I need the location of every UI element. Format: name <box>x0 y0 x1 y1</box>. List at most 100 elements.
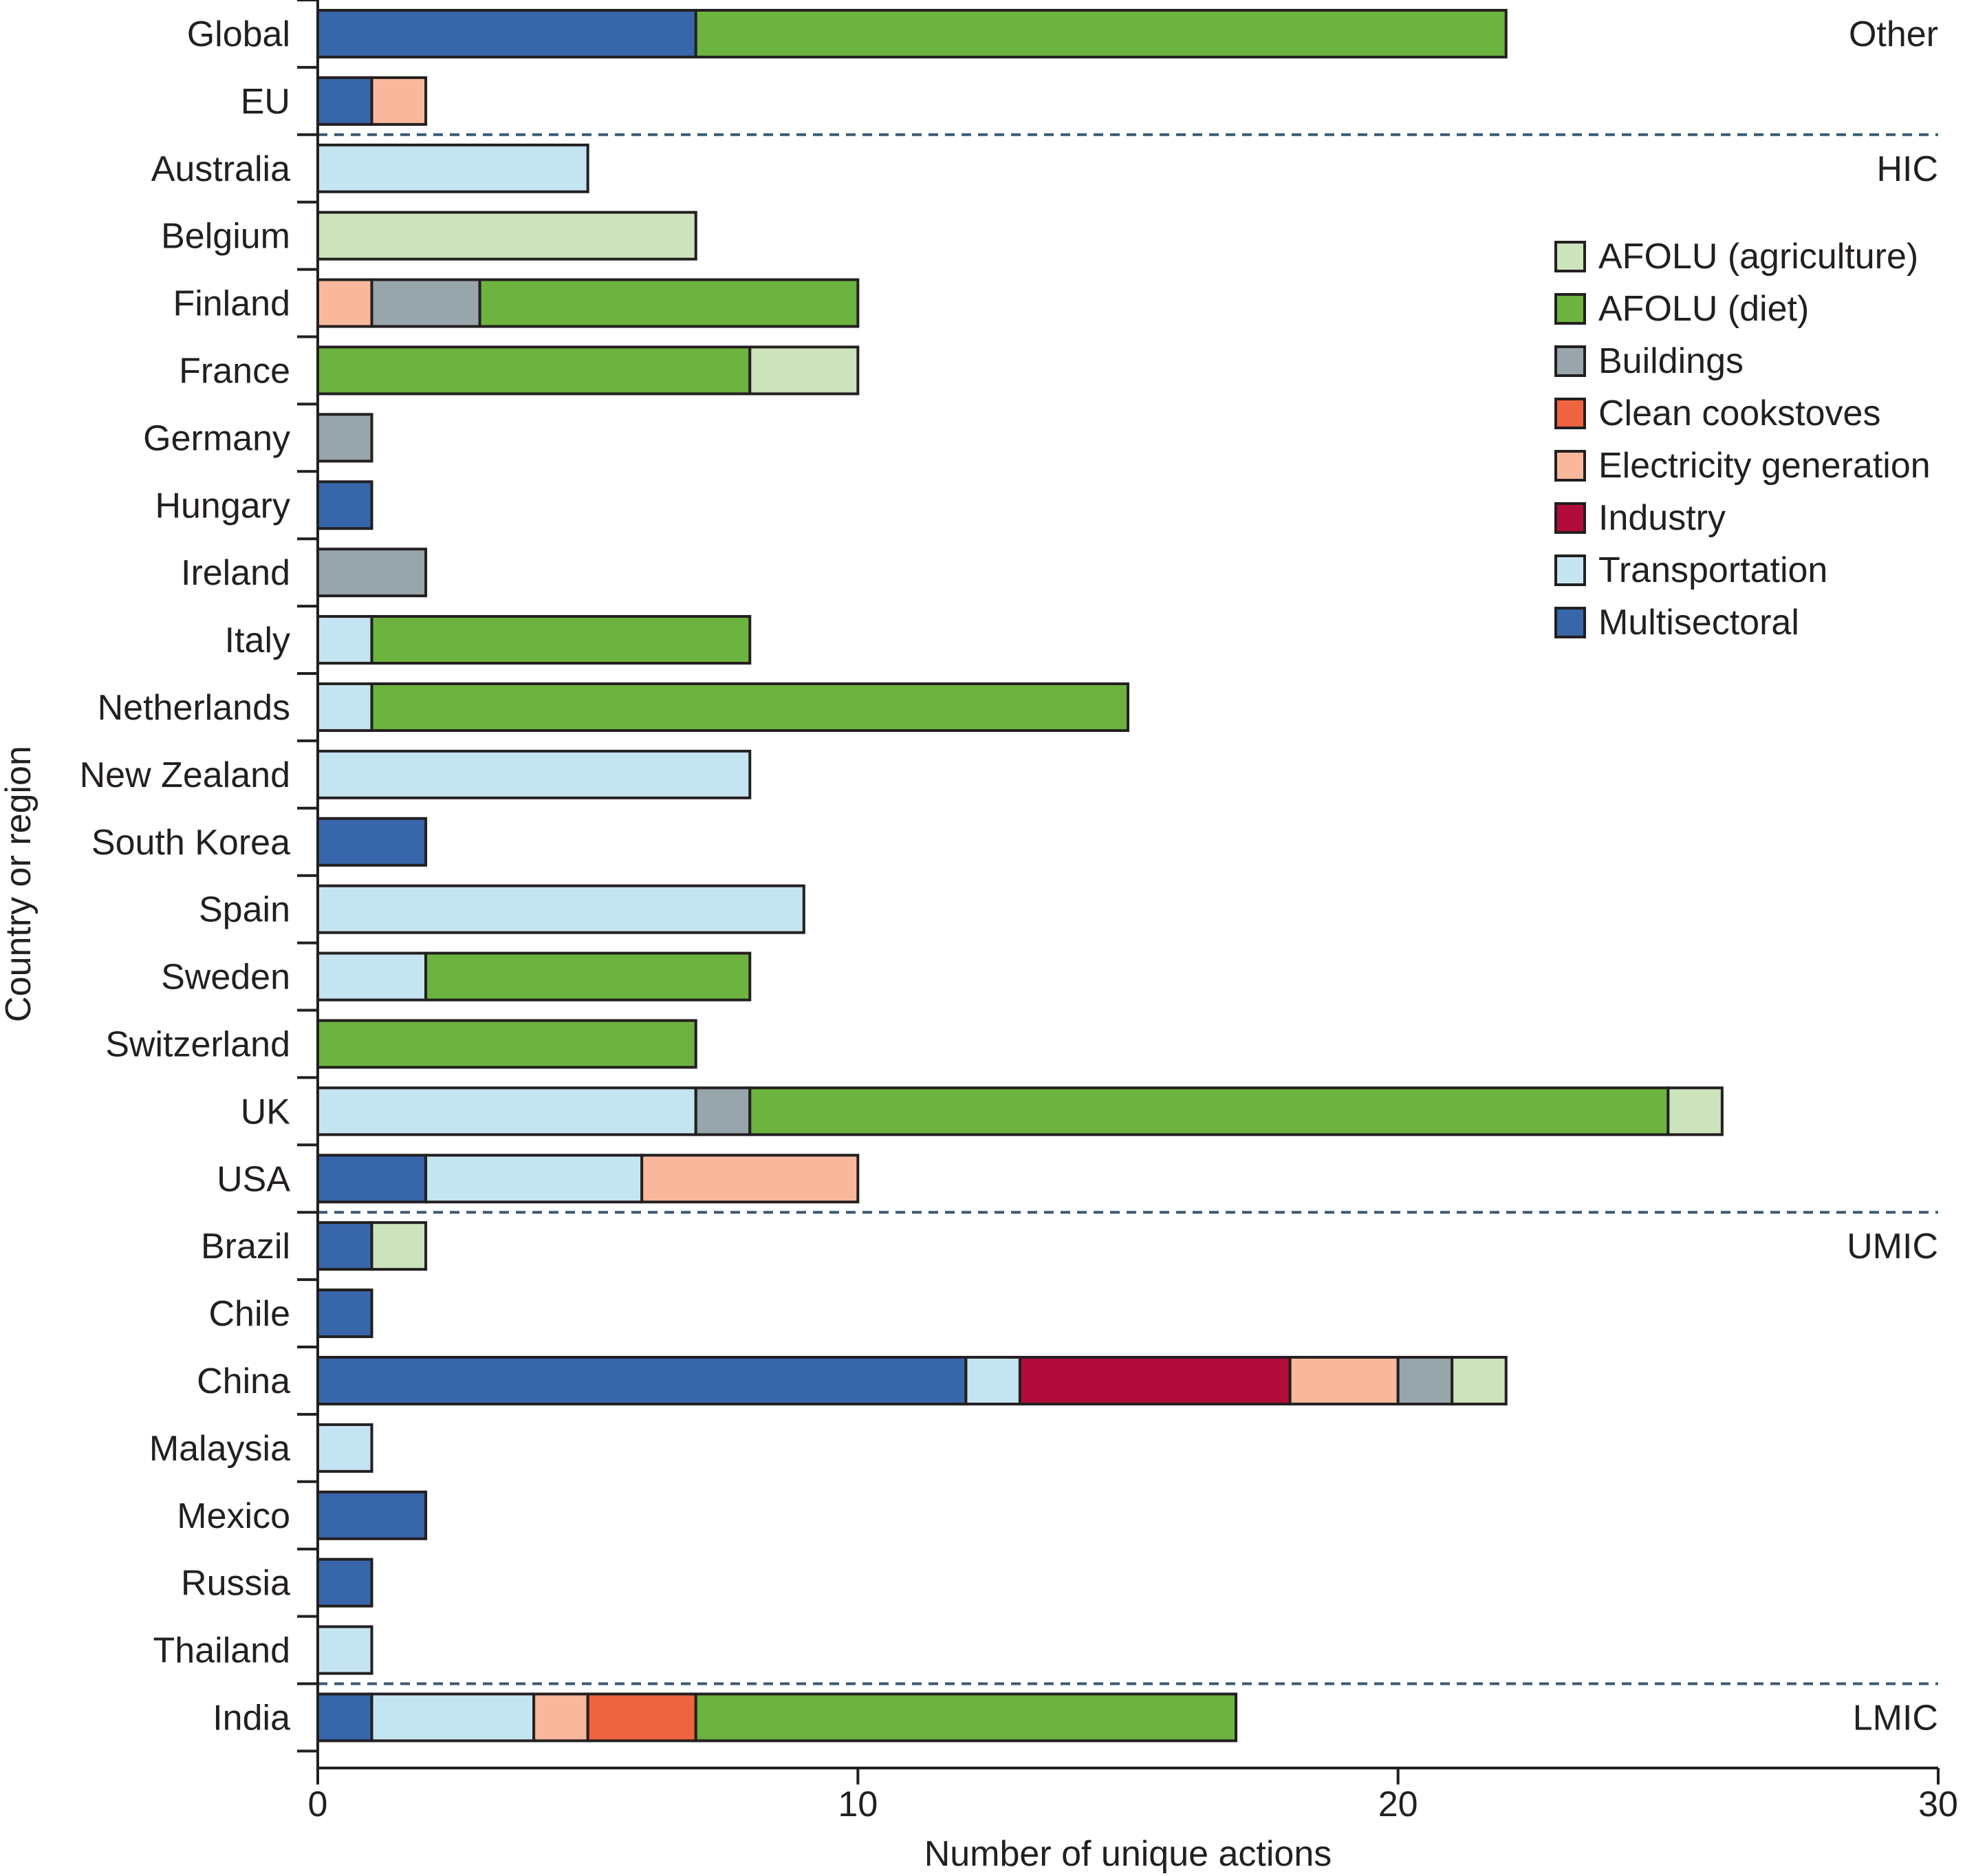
bar-finland <box>316 278 860 328</box>
bar-segment-india-cook <box>586 1692 697 1743</box>
legend-item-ind: Industry <box>1554 498 1726 538</box>
bar-chile <box>316 1289 373 1339</box>
y-tick-label: Global <box>187 14 290 54</box>
bar-segment-australia-trans <box>316 143 589 193</box>
bar-segment-india-multi <box>316 1692 373 1743</box>
bar-segment-china-agri <box>1451 1355 1508 1405</box>
bar-segment-eu-multi <box>316 76 373 126</box>
y-tick-label: Belgium <box>161 217 290 257</box>
bar-brazil <box>316 1221 428 1271</box>
bar-segment-finland-diet <box>478 278 860 328</box>
legend: AFOLU (agriculture) AFOLU (diet) Buildings… <box>1554 237 1931 643</box>
bar-segment-sweden-trans <box>316 951 428 1002</box>
legend-swatch <box>1554 502 1586 534</box>
bar-usa <box>316 1154 860 1204</box>
x-tick-label: 0 <box>308 1785 328 1824</box>
bar-segment-uk-bld <box>694 1086 752 1136</box>
bar-segment-thailand-trans <box>316 1625 373 1675</box>
bar-spain <box>316 884 805 934</box>
y-tick-label: India <box>213 1698 290 1738</box>
y-tick-label: Ireland <box>181 553 290 593</box>
bar-germany <box>316 413 373 463</box>
bar-segment-usa-trans <box>424 1154 644 1204</box>
legend-item-trans: Transportation <box>1554 550 1827 590</box>
y-tick-label: China <box>197 1361 290 1401</box>
y-tick-label: Chile <box>209 1294 291 1334</box>
bar-uk <box>316 1086 1724 1136</box>
legend-swatch <box>1554 554 1586 586</box>
legend-item-elec: Electricity generation <box>1554 446 1931 486</box>
legend-item-bld: Buildings <box>1554 341 1744 381</box>
y-tick-label: Germany <box>143 418 290 458</box>
bar-segment-brazil-multi <box>316 1221 373 1271</box>
bar-malaysia <box>316 1423 373 1473</box>
group-label-lmic: LMIC <box>1853 1698 1938 1738</box>
group-separators: Other HIC UMIC LMIC <box>318 14 1938 1738</box>
bar-france <box>316 345 860 396</box>
bar-global <box>316 8 1508 58</box>
bar-belgium <box>316 211 697 261</box>
bar-segment-finland-elec <box>316 278 373 328</box>
bar-segment-switzerland-diet <box>316 1019 697 1069</box>
bar-segment-india-diet <box>694 1692 1238 1743</box>
x-tick-label: 10 <box>838 1785 878 1824</box>
bar-segment-finland-bld <box>370 278 481 328</box>
bar-segment-uk-trans <box>316 1086 697 1136</box>
bar-segment-france-diet <box>316 345 752 396</box>
bar-segment-hungary-multi <box>316 480 373 530</box>
bar-hungary <box>316 480 373 530</box>
group-label-hic: HIC <box>1876 149 1938 189</box>
y-tick-label: Mexico <box>177 1496 290 1536</box>
legend-swatch <box>1554 345 1586 377</box>
bars <box>316 8 1724 1743</box>
y-tick-label: Russia <box>181 1564 290 1604</box>
y-tick-label: Spain <box>199 890 290 930</box>
bar-segment-usa-elec <box>640 1154 860 1204</box>
y-tick-labels: Global EU Australia Belgium Finland France Ger… <box>80 14 291 1738</box>
bar-segment-mexico-multi <box>316 1490 428 1540</box>
bar-segment-netherlands-diet <box>370 682 1129 732</box>
bar-india <box>316 1692 1238 1743</box>
y-tick-label: France <box>179 351 290 391</box>
bar-segment-malaysia-trans <box>316 1423 373 1473</box>
bar-netherlands <box>316 682 1129 732</box>
y-tick-label: Malaysia <box>149 1429 290 1469</box>
bar-china <box>316 1355 1508 1405</box>
bar-italy <box>316 615 752 665</box>
legend-item-multi: Multisectoral <box>1554 603 1799 643</box>
bar-segment-china-ind <box>1018 1355 1292 1405</box>
x-axis-title: Number of unique actions <box>924 1834 1332 1874</box>
legend-swatch <box>1554 241 1586 272</box>
bar-segment-netherlands-trans <box>316 682 373 732</box>
legend-label: Industry <box>1598 498 1726 538</box>
y-tick-label: Sweden <box>161 958 290 998</box>
bar-segment-ireland-bld <box>316 548 428 598</box>
bar-australia <box>316 143 589 193</box>
bar-segment-brazil-agri <box>370 1221 428 1271</box>
bar-segment-spain-trans <box>316 884 805 934</box>
legend-item-cook: Clean cookstoves <box>1554 393 1880 433</box>
bar-segment-germany-bld <box>316 413 373 463</box>
axes <box>297 0 1940 1785</box>
y-tick-label: EU <box>241 82 290 122</box>
bar-mexico <box>316 1490 428 1540</box>
bar-segment-south-korea-multi <box>316 817 428 867</box>
y-tick-label: New Zealand <box>80 755 290 795</box>
legend-item-agri: AFOLU (agriculture) <box>1554 237 1918 277</box>
bar-switzerland <box>316 1019 697 1069</box>
bar-south-korea <box>316 817 428 867</box>
bar-segment-uk-diet <box>748 1086 1670 1136</box>
bar-segment-china-multi <box>316 1355 968 1405</box>
legend-label: Transportation <box>1598 550 1827 590</box>
bar-segment-chile-multi <box>316 1289 373 1339</box>
y-tick-label: Netherlands <box>98 688 290 728</box>
group-label-other: Other <box>1849 14 1938 54</box>
legend-label: Buildings <box>1598 341 1744 381</box>
legend-item-diet: AFOLU (diet) <box>1554 289 1809 329</box>
legend-label: Multisectoral <box>1598 603 1799 643</box>
bar-russia <box>316 1557 373 1608</box>
bar-segment-usa-multi <box>316 1154 428 1204</box>
bar-sweden <box>316 951 752 1002</box>
y-tick-label: Switzerland <box>105 1024 290 1064</box>
